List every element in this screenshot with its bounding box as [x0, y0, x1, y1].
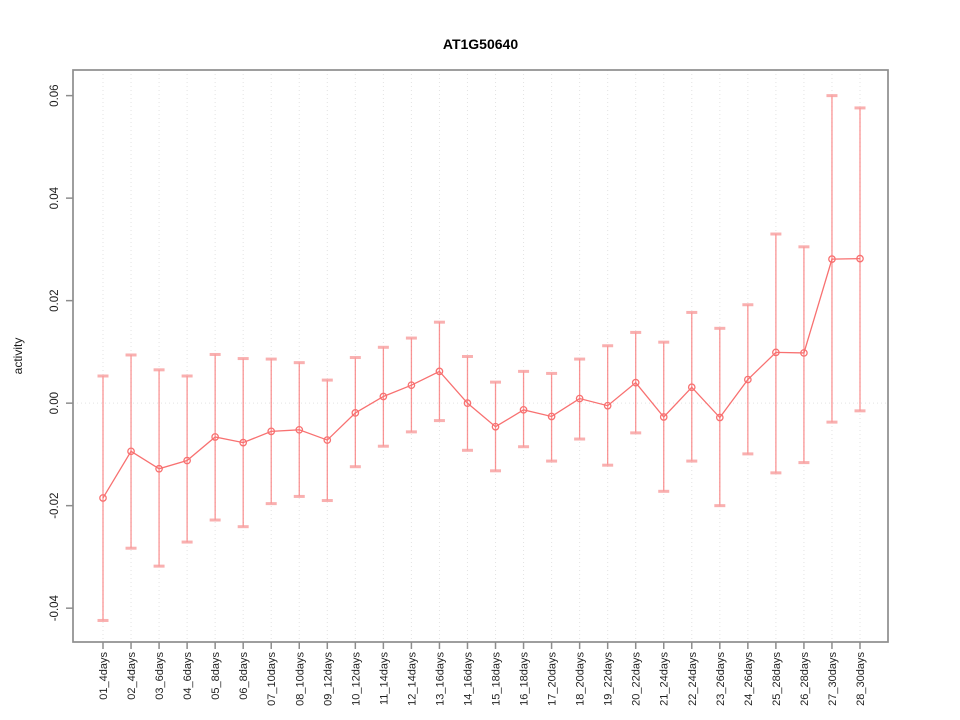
y-tick-label: 0.02: [49, 289, 61, 311]
x-tick-label: 27_30days: [827, 652, 839, 706]
data-point: [155, 464, 163, 473]
x-tick-label: 21_24days: [659, 652, 671, 706]
data-point: [435, 367, 444, 376]
x-tick-label: 12_14days: [406, 652, 418, 706]
data-point: [239, 438, 248, 447]
x-tick-label: 20_22days: [631, 652, 643, 706]
data-point: [519, 405, 528, 414]
y-tick-label: -0.02: [49, 493, 61, 519]
y-tick-label: 0.00: [49, 392, 61, 414]
data-point: [603, 401, 612, 410]
data-point: [127, 447, 135, 456]
data-point: [183, 456, 191, 465]
data-point: [407, 381, 416, 390]
x-tick-label: 08_10days: [294, 652, 306, 706]
chart-title: AT1G50640: [442, 36, 519, 52]
data-point: [744, 375, 752, 384]
data-point: [659, 413, 668, 421]
x-tick-label: 05_8days: [210, 652, 222, 700]
data-point: [715, 413, 724, 422]
data-point: [800, 349, 808, 357]
x-tick-label: 06_8days: [238, 652, 250, 700]
x-tick-label: 03_6days: [154, 652, 166, 700]
data-point: [463, 399, 472, 408]
data-point: [547, 412, 556, 421]
data-point: [351, 409, 360, 417]
x-tick-label: 17_20days: [547, 652, 559, 706]
x-tick-label: 23_26days: [715, 652, 727, 706]
y-tick-label: 0.06: [49, 84, 61, 106]
y-tick-label: -0.04: [49, 594, 61, 621]
x-tick-label: 26_28days: [799, 652, 811, 706]
x-tick-label: 24_26days: [743, 652, 755, 706]
x-tick-label: 19_22days: [603, 652, 615, 706]
x-tick-label: 14_16days: [462, 652, 474, 706]
data-point: [379, 392, 388, 401]
data-point: [856, 254, 864, 263]
x-tick-label: 07_10days: [266, 652, 278, 706]
x-tick-label: 18_20days: [575, 652, 587, 706]
data-point: [295, 425, 304, 434]
data-point: [99, 494, 107, 502]
data-point: [772, 348, 780, 357]
x-tick-label: 09_12days: [322, 652, 334, 706]
x-tick-label: 22_24days: [687, 652, 699, 706]
x-tick-label: 13_16days: [434, 652, 446, 706]
x-tick-label: 04_6days: [182, 652, 194, 700]
x-tick-label: 10_12days: [350, 652, 362, 706]
x-tick-label: 28_30days: [855, 652, 867, 706]
data-point: [828, 255, 836, 263]
data-point: [631, 378, 640, 387]
x-tick-label: 11_14days: [378, 652, 390, 706]
data-point: [211, 433, 219, 441]
data-point: [323, 436, 332, 444]
x-tick-label: 01_4days: [98, 652, 110, 700]
data-point: [687, 383, 696, 392]
data-point: [267, 427, 276, 436]
plot-border: [72, 69, 889, 643]
x-tick-label: 25_28days: [771, 652, 783, 706]
x-tick-label: 02_4days: [126, 652, 138, 700]
x-tick-label: 15_18days: [491, 652, 503, 706]
x-tick-label: 16_18days: [519, 652, 531, 706]
y-tick-label: 0.04: [49, 186, 61, 209]
series-line: [102, 257, 861, 499]
data-point: [491, 422, 500, 431]
data-point: [575, 394, 584, 403]
